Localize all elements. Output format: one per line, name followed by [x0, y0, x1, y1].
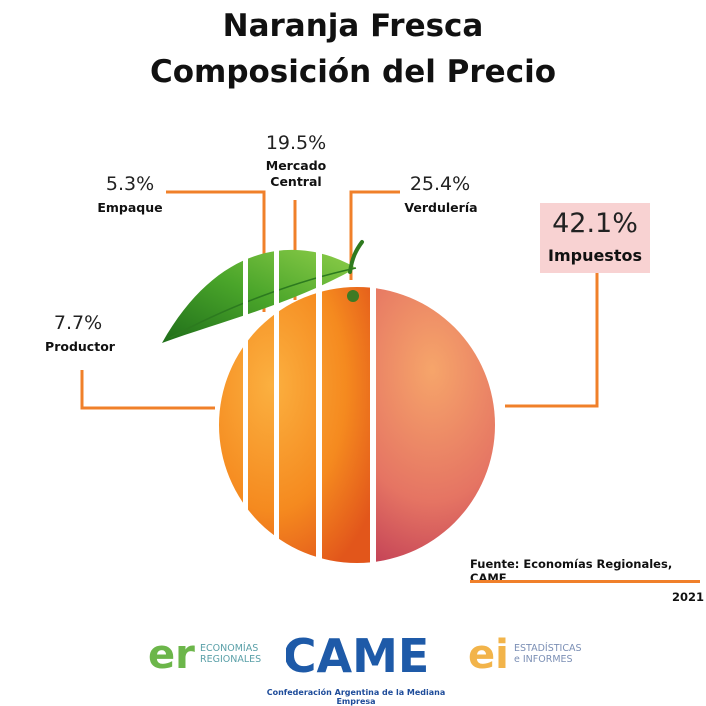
impuestos-label: Impuestos [547, 246, 642, 265]
ei-line2: e INFORMES [514, 654, 573, 665]
mercado-pct: 19.5% [265, 132, 327, 154]
ei-line1: ESTADÍSTICAS [514, 643, 582, 654]
empaque-pct: 5.3% [105, 173, 155, 195]
verduleria-label: Verdulería [404, 200, 478, 215]
came-subtitle: Confederación Argentina de la Mediana Em… [266, 688, 446, 706]
came-mark-text: CAME [286, 629, 426, 682]
mercado-label-1: Mercado [265, 158, 327, 173]
estadisticas-informes-logo: ei ESTADÍSTICAS e INFORMES [468, 630, 598, 680]
er-mark-icon: er [148, 632, 195, 678]
mercado-label-2: Central [270, 174, 322, 189]
chart-title-line2: Composición del Precio [149, 54, 557, 90]
stem-shape [348, 240, 364, 274]
er-line1: ECONOMÍAS [200, 643, 259, 654]
economias-regionales-logo: er ECONOMÍAS REGIONALES [148, 630, 268, 680]
empaque-label: Empaque [97, 200, 163, 215]
impuestos-highlight-box [540, 203, 650, 273]
er-line2: REGIONALES [200, 654, 262, 665]
productor-pct: 7.7% [53, 312, 103, 334]
ei-mark-text: ei [468, 632, 509, 678]
productor-label: Productor [45, 339, 115, 354]
chart-title-line1: Naranja Fresca [222, 8, 484, 44]
leader-line-productor [80, 370, 215, 410]
came-mark-icon: CAME [283, 629, 430, 683]
leader-line-verduleria [349, 190, 400, 280]
source-underline [470, 580, 700, 583]
leader-line-impuestos [505, 273, 599, 408]
slice-separators [243, 240, 376, 580]
er-mark-text: er [148, 632, 195, 678]
year-label: 2021 [672, 590, 705, 604]
came-logo: CAME [283, 622, 430, 683]
verduleria-pct: 25.4% [409, 173, 471, 195]
impuestos-pct: 42.1% [552, 208, 638, 239]
ei-mark-icon: ei [468, 632, 509, 678]
